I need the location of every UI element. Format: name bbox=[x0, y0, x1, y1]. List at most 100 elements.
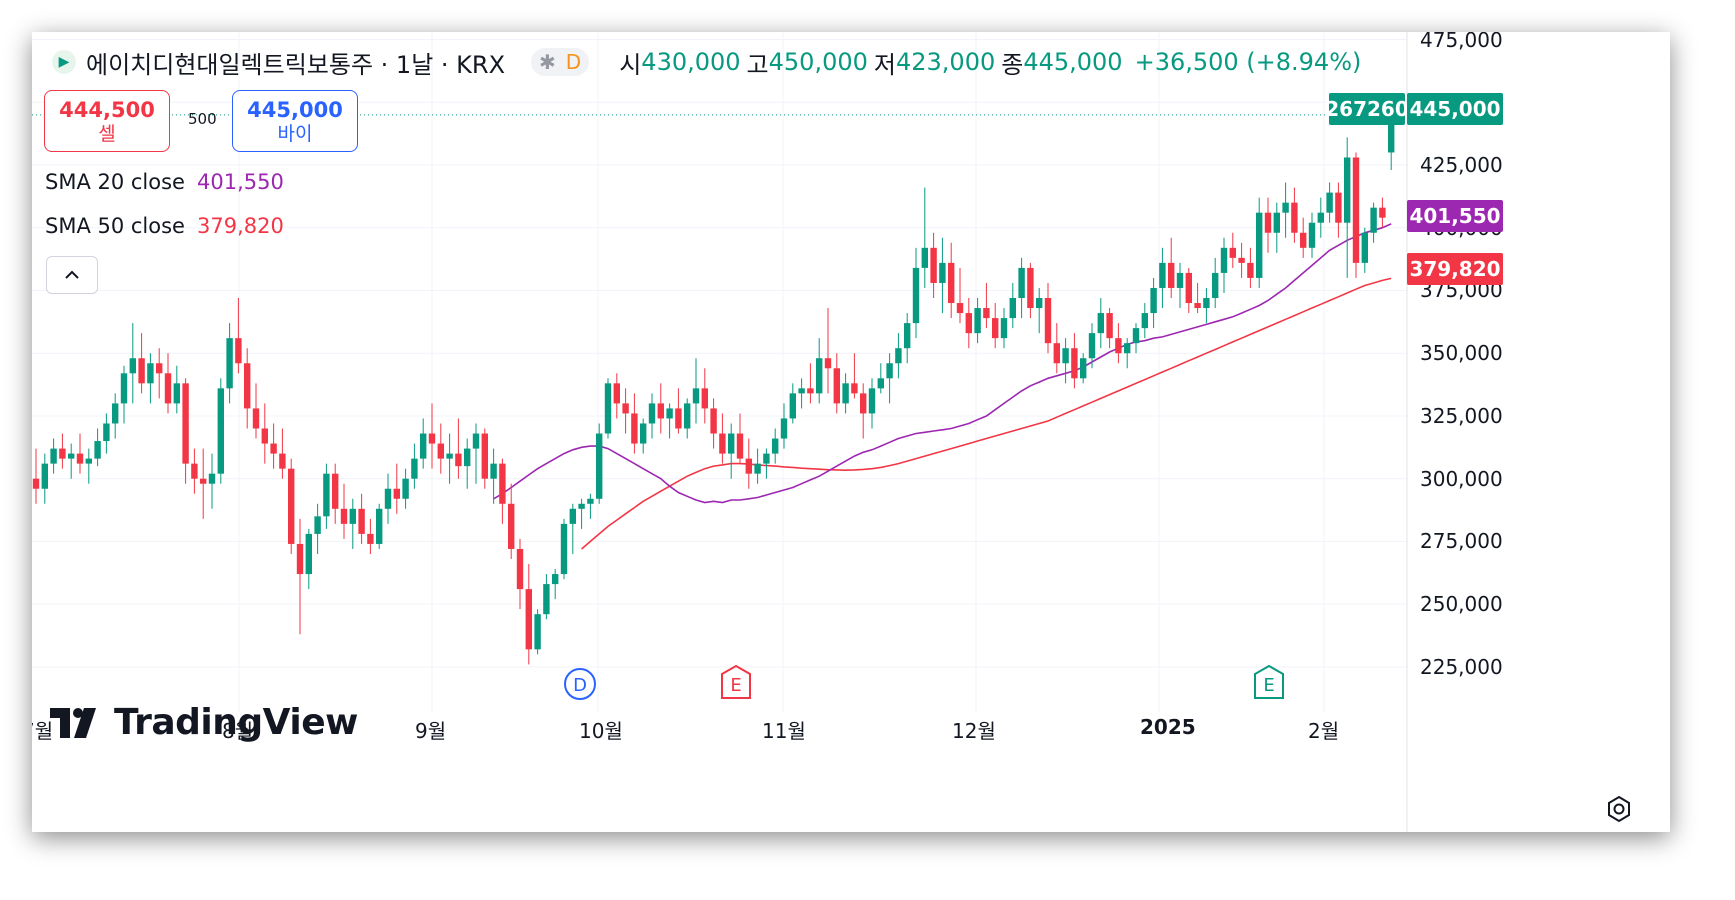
candle bbox=[789, 383, 796, 424]
candle bbox=[208, 453, 216, 509]
candle-body bbox=[41, 463, 48, 489]
candle-body bbox=[710, 408, 717, 434]
candle bbox=[736, 413, 744, 464]
candle bbox=[200, 448, 207, 519]
candle bbox=[402, 468, 409, 509]
symbol-title[interactable]: 에이치디현대일렉트릭보통주 · 1날 · KRX bbox=[86, 50, 506, 79]
candle bbox=[684, 398, 691, 439]
candle-body bbox=[182, 383, 189, 464]
candle-body bbox=[138, 358, 145, 384]
time-axis-label: 7월 bbox=[32, 719, 54, 743]
settings-button[interactable] bbox=[1604, 794, 1634, 824]
time-axis-label: 11월 bbox=[762, 719, 806, 743]
candle bbox=[1291, 187, 1298, 243]
sell-label: 셀 bbox=[98, 123, 116, 145]
low-label: 저 bbox=[873, 50, 896, 79]
candle bbox=[578, 498, 585, 529]
candle bbox=[1203, 287, 1210, 324]
candle bbox=[393, 463, 400, 514]
buy-button[interactable]: 445,000 바이 bbox=[232, 90, 358, 152]
candle-body bbox=[1185, 272, 1192, 304]
candle-body bbox=[1308, 222, 1316, 248]
candle-body bbox=[208, 473, 216, 484]
candle bbox=[1036, 287, 1043, 334]
candle bbox=[1071, 333, 1078, 389]
candle-body bbox=[1071, 348, 1078, 379]
candle bbox=[490, 448, 497, 504]
candle-body bbox=[895, 348, 902, 364]
candle-body bbox=[1220, 247, 1228, 273]
candle bbox=[1247, 247, 1254, 288]
sell-button[interactable]: 444,500 셀 bbox=[44, 90, 170, 152]
sma50-legend[interactable]: SMA 50 close 379,820 bbox=[45, 214, 284, 238]
candle-body bbox=[780, 418, 788, 439]
candle bbox=[666, 403, 673, 439]
feed-pill[interactable]: ✱ D bbox=[531, 48, 590, 76]
high-value: 450,000 bbox=[768, 48, 868, 76]
candle bbox=[807, 363, 814, 404]
candle bbox=[173, 365, 180, 414]
candle-body bbox=[235, 338, 242, 364]
candle-body bbox=[587, 498, 594, 504]
candle bbox=[543, 574, 550, 620]
sma50-line bbox=[581, 277, 1392, 550]
collapse-legend-button[interactable] bbox=[46, 256, 98, 294]
candle bbox=[1168, 237, 1175, 299]
candle-body bbox=[789, 393, 796, 419]
candle-body bbox=[1141, 313, 1148, 329]
candle-body bbox=[657, 403, 664, 419]
candle bbox=[1308, 212, 1316, 258]
candle-body bbox=[1212, 272, 1219, 299]
candle-body bbox=[534, 614, 541, 650]
candle-body bbox=[886, 363, 893, 379]
candle bbox=[1238, 242, 1245, 278]
sma20-legend[interactable]: SMA 20 close 401,550 bbox=[45, 170, 284, 194]
candle bbox=[1176, 262, 1184, 309]
candle-body bbox=[1273, 212, 1280, 233]
candle bbox=[156, 348, 163, 399]
candle-body bbox=[1053, 343, 1060, 364]
candle-body bbox=[560, 523, 568, 575]
candle-body bbox=[191, 463, 198, 479]
candle-body bbox=[1080, 358, 1087, 379]
price-axis-label: 300,000 bbox=[1420, 466, 1503, 491]
candle-body bbox=[340, 508, 348, 524]
tradingview-logo[interactable]: TradingView bbox=[50, 702, 358, 743]
candle-body bbox=[842, 383, 849, 404]
candle-body bbox=[578, 503, 585, 509]
candle bbox=[912, 247, 920, 339]
play-icon[interactable]: ▶ bbox=[52, 50, 76, 74]
candle-body bbox=[1238, 257, 1245, 263]
candle-body bbox=[420, 433, 427, 459]
price-axis-label: 325,000 bbox=[1420, 403, 1503, 428]
candle bbox=[560, 518, 568, 580]
candle bbox=[824, 308, 832, 394]
candle-body bbox=[428, 433, 436, 444]
candle-body bbox=[728, 433, 735, 454]
candle-body bbox=[666, 408, 673, 419]
candle-body bbox=[1018, 267, 1025, 299]
marker-label: D bbox=[573, 675, 587, 696]
candle-body bbox=[1352, 157, 1360, 263]
candle-body bbox=[1326, 192, 1333, 213]
candle-body bbox=[481, 433, 488, 479]
candle bbox=[499, 458, 506, 524]
candle-body bbox=[85, 458, 92, 464]
open-value: 430,000 bbox=[641, 48, 741, 76]
candle-body bbox=[692, 388, 700, 404]
candle bbox=[164, 353, 172, 414]
candle-body bbox=[129, 358, 136, 374]
chart-header: ▶ 에이치디현대일렉트릭보통주 · 1날 · KRX ✱ D 시 430,000 … bbox=[52, 44, 1361, 80]
candle bbox=[367, 518, 374, 554]
candle bbox=[508, 483, 515, 559]
candle-body bbox=[261, 428, 268, 444]
candle bbox=[1106, 308, 1113, 349]
gear-icon bbox=[1608, 795, 1630, 823]
candle-body bbox=[288, 468, 295, 544]
candle-body bbox=[1132, 328, 1140, 344]
candle-body bbox=[411, 458, 418, 479]
candle bbox=[1370, 202, 1377, 243]
candle bbox=[525, 564, 532, 665]
candle bbox=[147, 353, 154, 404]
sma20-line bbox=[493, 223, 1392, 504]
